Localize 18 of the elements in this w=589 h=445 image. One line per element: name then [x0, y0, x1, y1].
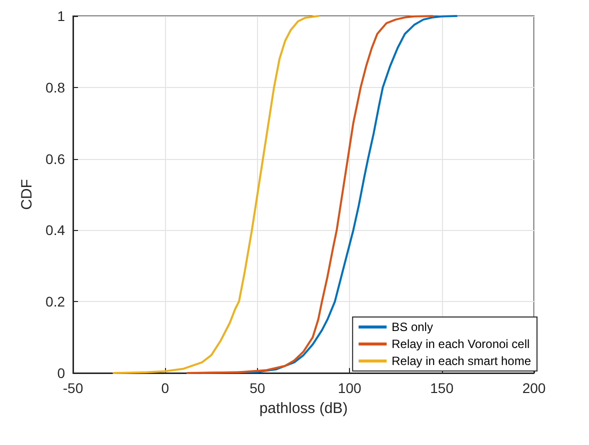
- y-tick-label: 0.6: [46, 150, 66, 167]
- x-tick-label: 100: [338, 380, 362, 396]
- y-tick-label: 0.4: [46, 222, 66, 238]
- x-tick-label: 50: [250, 380, 266, 396]
- y-axis-title: CDF: [18, 179, 36, 210]
- y-tick-label: 1: [57, 8, 66, 24]
- y-tick-label: 0.8: [46, 79, 66, 96]
- y-tick-label: 0: [57, 365, 66, 381]
- x-tick-label: 200: [522, 380, 546, 396]
- legend-label: BS only: [392, 320, 433, 334]
- y-tick-label: 0.2: [46, 294, 66, 310]
- x-axis-title: pathloss (dB): [259, 400, 348, 417]
- x-tick-label: 0: [161, 380, 170, 396]
- legend-label: Relay in each smart home: [392, 354, 532, 368]
- legend-label: Relay in each Voronoi cell: [392, 337, 530, 351]
- line-series: [112, 15, 320, 374]
- x-tick-label: -50: [62, 380, 84, 396]
- x-tick-label: 150: [430, 380, 454, 396]
